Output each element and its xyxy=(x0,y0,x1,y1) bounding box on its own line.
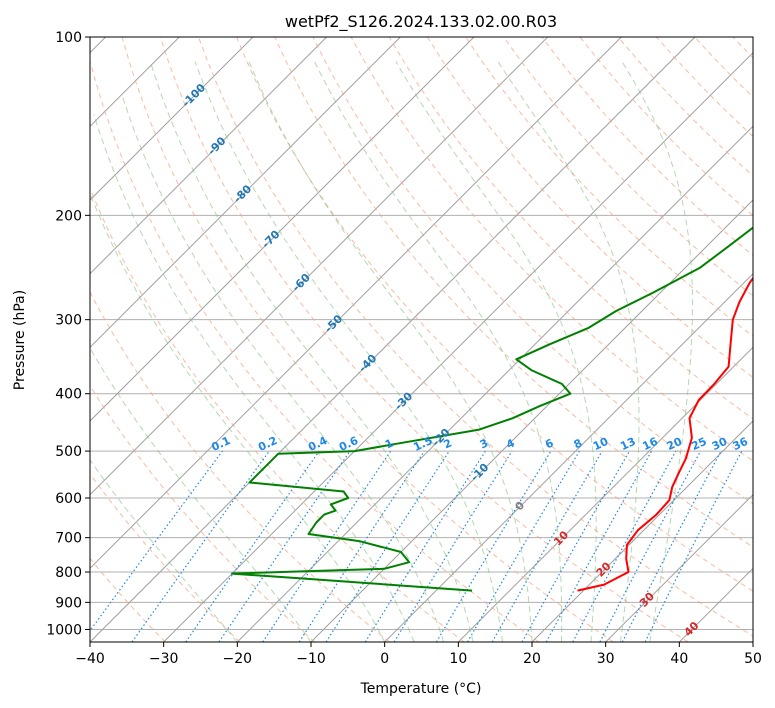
isotherm-line xyxy=(384,272,753,642)
isotherm-line xyxy=(457,346,753,642)
moist-adiabat-line xyxy=(395,61,597,642)
y-tick-label: 600 xyxy=(55,491,82,507)
moist-adiabat-line xyxy=(90,192,386,642)
mixing-ratio-line xyxy=(644,450,743,642)
mixing-ratio-line xyxy=(325,450,450,642)
x-tick-label: 40 xyxy=(670,651,688,667)
dry-adiabat-line xyxy=(90,291,390,642)
x-tick-label: −20 xyxy=(223,651,253,667)
isotherm-line xyxy=(90,37,254,201)
overlay-layer xyxy=(90,37,753,642)
dry-adiabat-line xyxy=(198,37,753,637)
isotherm-line xyxy=(605,493,753,642)
isotherm-line xyxy=(90,37,622,570)
moist-adiabat-line xyxy=(248,61,533,642)
mixing-ratio-line xyxy=(90,450,223,632)
moist-adiabat-line xyxy=(121,94,445,642)
dry-adiabat-line xyxy=(90,59,540,642)
y-tick-label: 800 xyxy=(55,565,82,581)
y-tick-label: 100 xyxy=(55,30,82,46)
moist-adiabat-line xyxy=(149,61,474,642)
dry-adiabat-line xyxy=(503,37,753,297)
y-tick-label: 700 xyxy=(55,531,82,547)
temperature-profile-line xyxy=(577,276,753,592)
moist-adiabat-line xyxy=(621,61,693,642)
mixing-ratio-line xyxy=(131,450,270,642)
isotherm-line xyxy=(90,37,475,422)
mixing-ratio-line xyxy=(185,450,320,642)
mixing-ratio-label: 25 xyxy=(689,435,708,453)
moist-adiabat-line xyxy=(497,61,640,642)
dry-adiabat-line xyxy=(465,37,753,338)
x-tick-label: −10 xyxy=(296,651,326,667)
isotherm-line xyxy=(90,37,549,496)
isotherm-line xyxy=(310,199,753,642)
y-tick-label: 300 xyxy=(55,313,82,329)
mixing-ratio-label: 13 xyxy=(618,435,637,453)
moist-adiabat-line xyxy=(194,61,503,642)
mixing-ratio-label: 30 xyxy=(710,435,730,453)
isotherm-line xyxy=(163,51,753,642)
mixing-ratio-label: 16 xyxy=(640,435,660,453)
x-tick-label: 10 xyxy=(449,651,467,667)
dry-adiabat-line xyxy=(236,37,753,592)
y-tick-label: 1000 xyxy=(46,622,82,638)
axis-layer: −40 −30 −20 −10 0 10 20 30 40 50 100 200 300 400 500 60… xyxy=(46,30,762,667)
mixing-ratio-line xyxy=(218,450,351,642)
y-tick-label: 200 xyxy=(55,208,82,224)
x-tick-label: −40 xyxy=(75,651,105,667)
mixing-ratio-line xyxy=(262,450,392,642)
mixing-ratio-label: 36 xyxy=(731,435,751,453)
isotherm-line xyxy=(90,37,696,642)
x-tick-label: 30 xyxy=(597,651,615,667)
isotherm-line xyxy=(90,37,328,275)
dry-adiabat-line xyxy=(312,37,753,505)
dry-adiabat-line xyxy=(350,37,753,462)
dry-adiabat-line xyxy=(90,472,241,642)
x-axis-title: Temperature (°C) xyxy=(360,681,482,697)
x-tick-label: 50 xyxy=(744,651,762,667)
mixing-ratio-line xyxy=(298,450,425,642)
y-tick-label: 900 xyxy=(55,595,82,611)
mixing-ratio-line xyxy=(572,450,677,642)
dry-adiabat-line xyxy=(90,384,316,642)
moist-adiabat-line xyxy=(314,61,563,642)
chart-title: wetPf2_S126.2024.133.02.00.R03 xyxy=(285,12,557,32)
dry-adiabat-line xyxy=(274,37,753,548)
mixing-ratio-label: 20 xyxy=(665,435,685,453)
dry-adiabat-line xyxy=(121,37,614,642)
isotherm-line xyxy=(90,37,401,349)
dry-adiabat-line xyxy=(388,37,753,420)
dewpoint-profile-line xyxy=(231,226,753,592)
plot-frame xyxy=(89,36,754,643)
mixing-ratio-line xyxy=(521,450,631,642)
y-axis-title: Pressure (hPa) xyxy=(12,290,28,390)
moist-adiabat-line xyxy=(90,459,238,642)
series-layer xyxy=(231,226,753,592)
mixing-ratio-line xyxy=(545,450,653,642)
dry-adiabat-line xyxy=(90,557,166,642)
mixing-ratio-line xyxy=(393,450,513,642)
y-tick-label: 400 xyxy=(55,387,82,403)
grid-layer xyxy=(90,37,753,642)
moist-adiabat-line xyxy=(93,114,415,642)
isotherm-line xyxy=(531,420,753,642)
isotherm-line xyxy=(236,125,753,642)
mixing-ratio-label: 10 xyxy=(591,435,611,453)
x-tick-label: −30 xyxy=(149,651,179,667)
dry-adiabat-line xyxy=(159,37,689,642)
x-tick-label: 20 xyxy=(523,651,541,667)
y-tick-label: 500 xyxy=(55,444,82,460)
x-tick-label: 0 xyxy=(380,651,389,667)
